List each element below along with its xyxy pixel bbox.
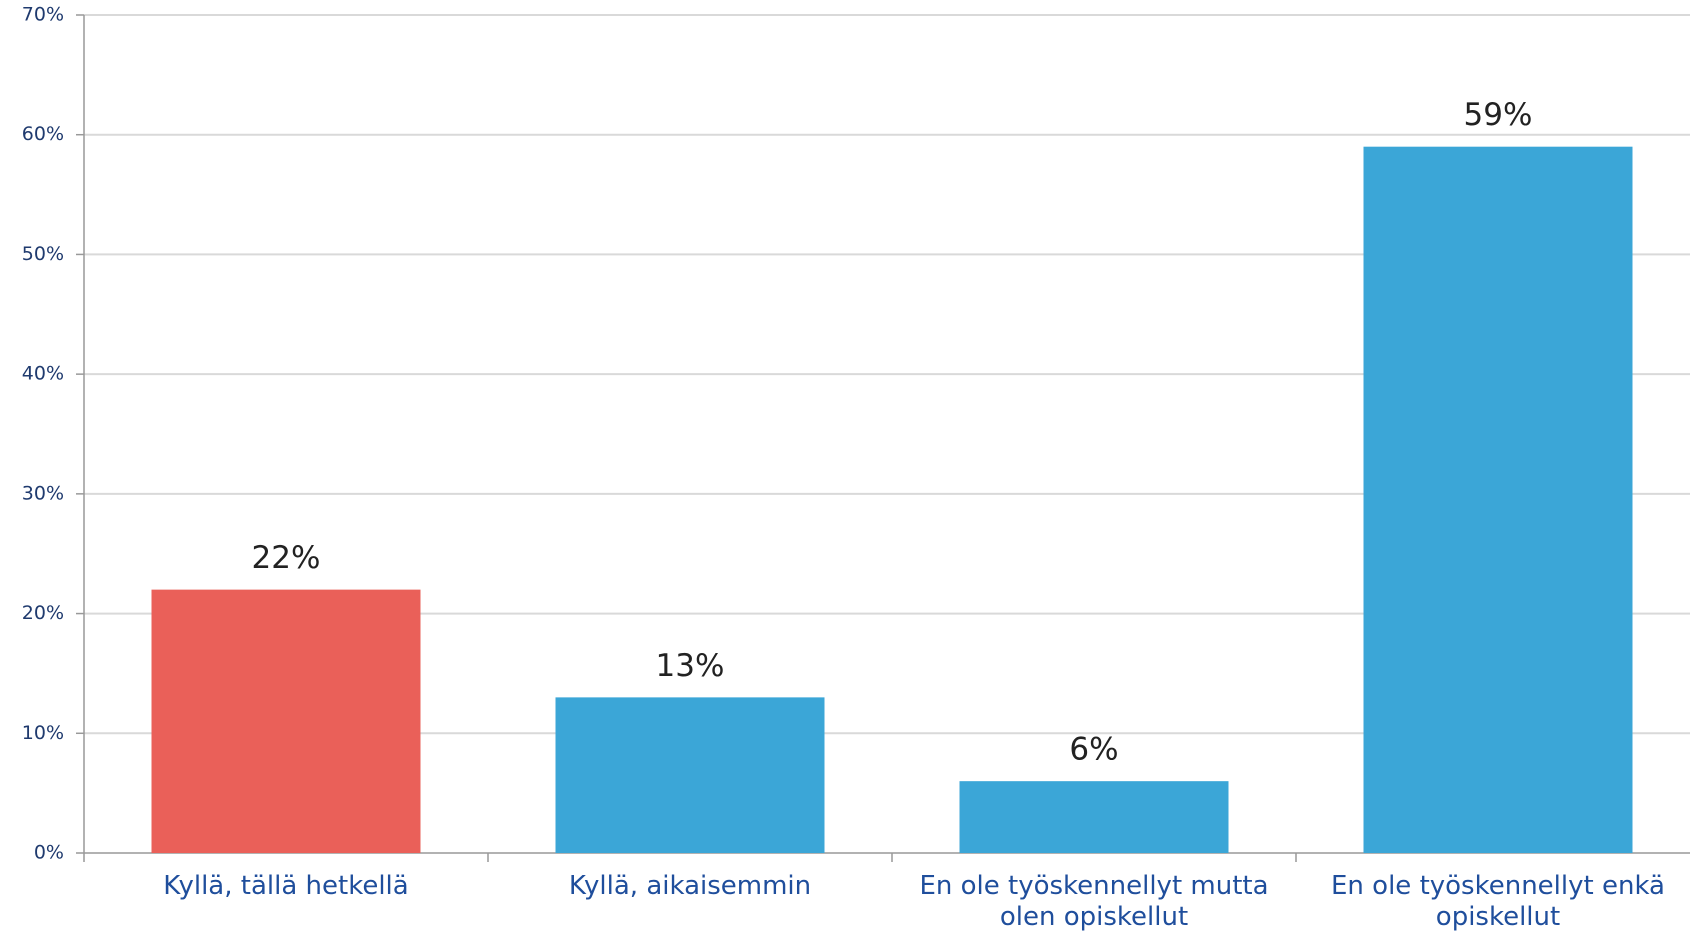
y-tick-label: 40% [22, 363, 64, 385]
x-tick-label: Kyllä, aikaisemmin [568, 871, 812, 901]
x-tick-label: En ole työskennellyt enkä opiskellut [1331, 871, 1665, 932]
y-tick-label: 30% [22, 482, 64, 504]
y-tick-label: 20% [22, 602, 64, 624]
bar [959, 781, 1229, 853]
value-label: 59% [1464, 97, 1533, 133]
value-label: 13% [656, 648, 725, 684]
y-tick-label: 0% [34, 842, 64, 864]
y-tick-label: 50% [22, 243, 64, 265]
value-label: 22% [252, 540, 321, 576]
bar [151, 589, 421, 853]
y-tick-label: 10% [22, 722, 64, 744]
y-tick-label: 70% [22, 4, 64, 26]
bar [1363, 146, 1633, 853]
value-label: 6% [1069, 732, 1118, 768]
x-tick-label: En ole työskennellyt mutta olen opiskell… [919, 871, 1269, 932]
y-tick-label: 60% [22, 123, 64, 145]
x-tick-label: Kyllä, tällä hetkellä [163, 871, 409, 901]
bar [555, 697, 825, 853]
